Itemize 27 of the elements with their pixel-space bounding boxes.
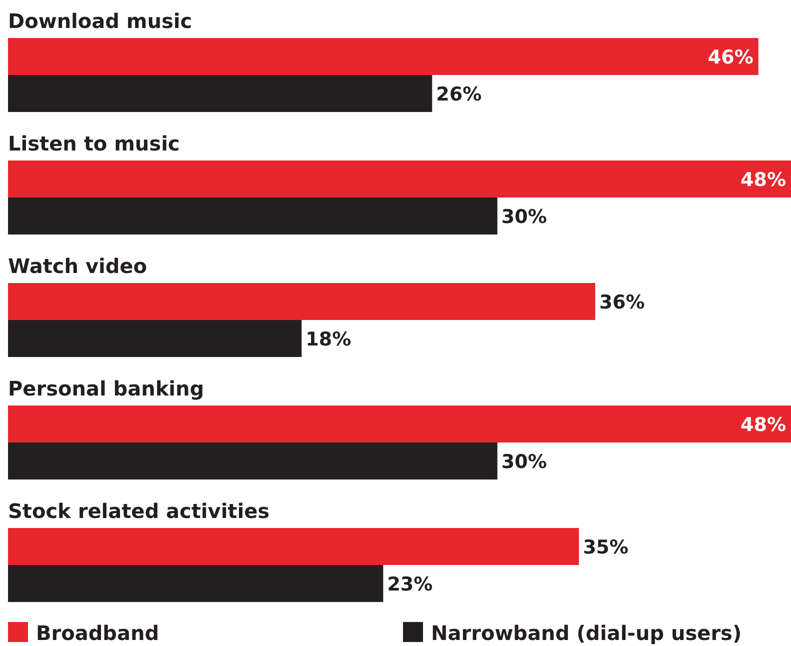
bar	[8, 283, 596, 320]
data-label: 46%	[708, 46, 754, 68]
data-label: 48%	[740, 169, 786, 191]
data-label: 23%	[387, 574, 433, 596]
data-label: 18%	[306, 328, 352, 350]
y-tick-label: Personal banking	[8, 376, 204, 400]
y-tick-label: Listen to music	[8, 132, 180, 156]
y-tick-label: Download music	[8, 9, 192, 33]
data-label: 30%	[501, 206, 547, 228]
bar	[8, 528, 579, 565]
data-label: 35%	[582, 536, 628, 558]
bar	[8, 198, 498, 234]
bar	[8, 38, 758, 75]
bar	[8, 565, 384, 602]
bar	[8, 320, 302, 357]
data-label: 48%	[740, 414, 786, 436]
bar	[8, 160, 791, 198]
legend-label: Broadband	[36, 621, 160, 645]
data-label: 30%	[501, 451, 547, 473]
data-label: 36%	[599, 292, 645, 314]
data-label: 26%	[436, 84, 482, 106]
bar	[8, 442, 498, 480]
legend-label: Narrowband (dial-up users)	[431, 621, 742, 645]
y-tick-label: Stock related activities	[8, 499, 270, 523]
bar	[8, 406, 791, 442]
bar	[8, 75, 432, 112]
y-tick-label: Watch video	[8, 254, 147, 278]
